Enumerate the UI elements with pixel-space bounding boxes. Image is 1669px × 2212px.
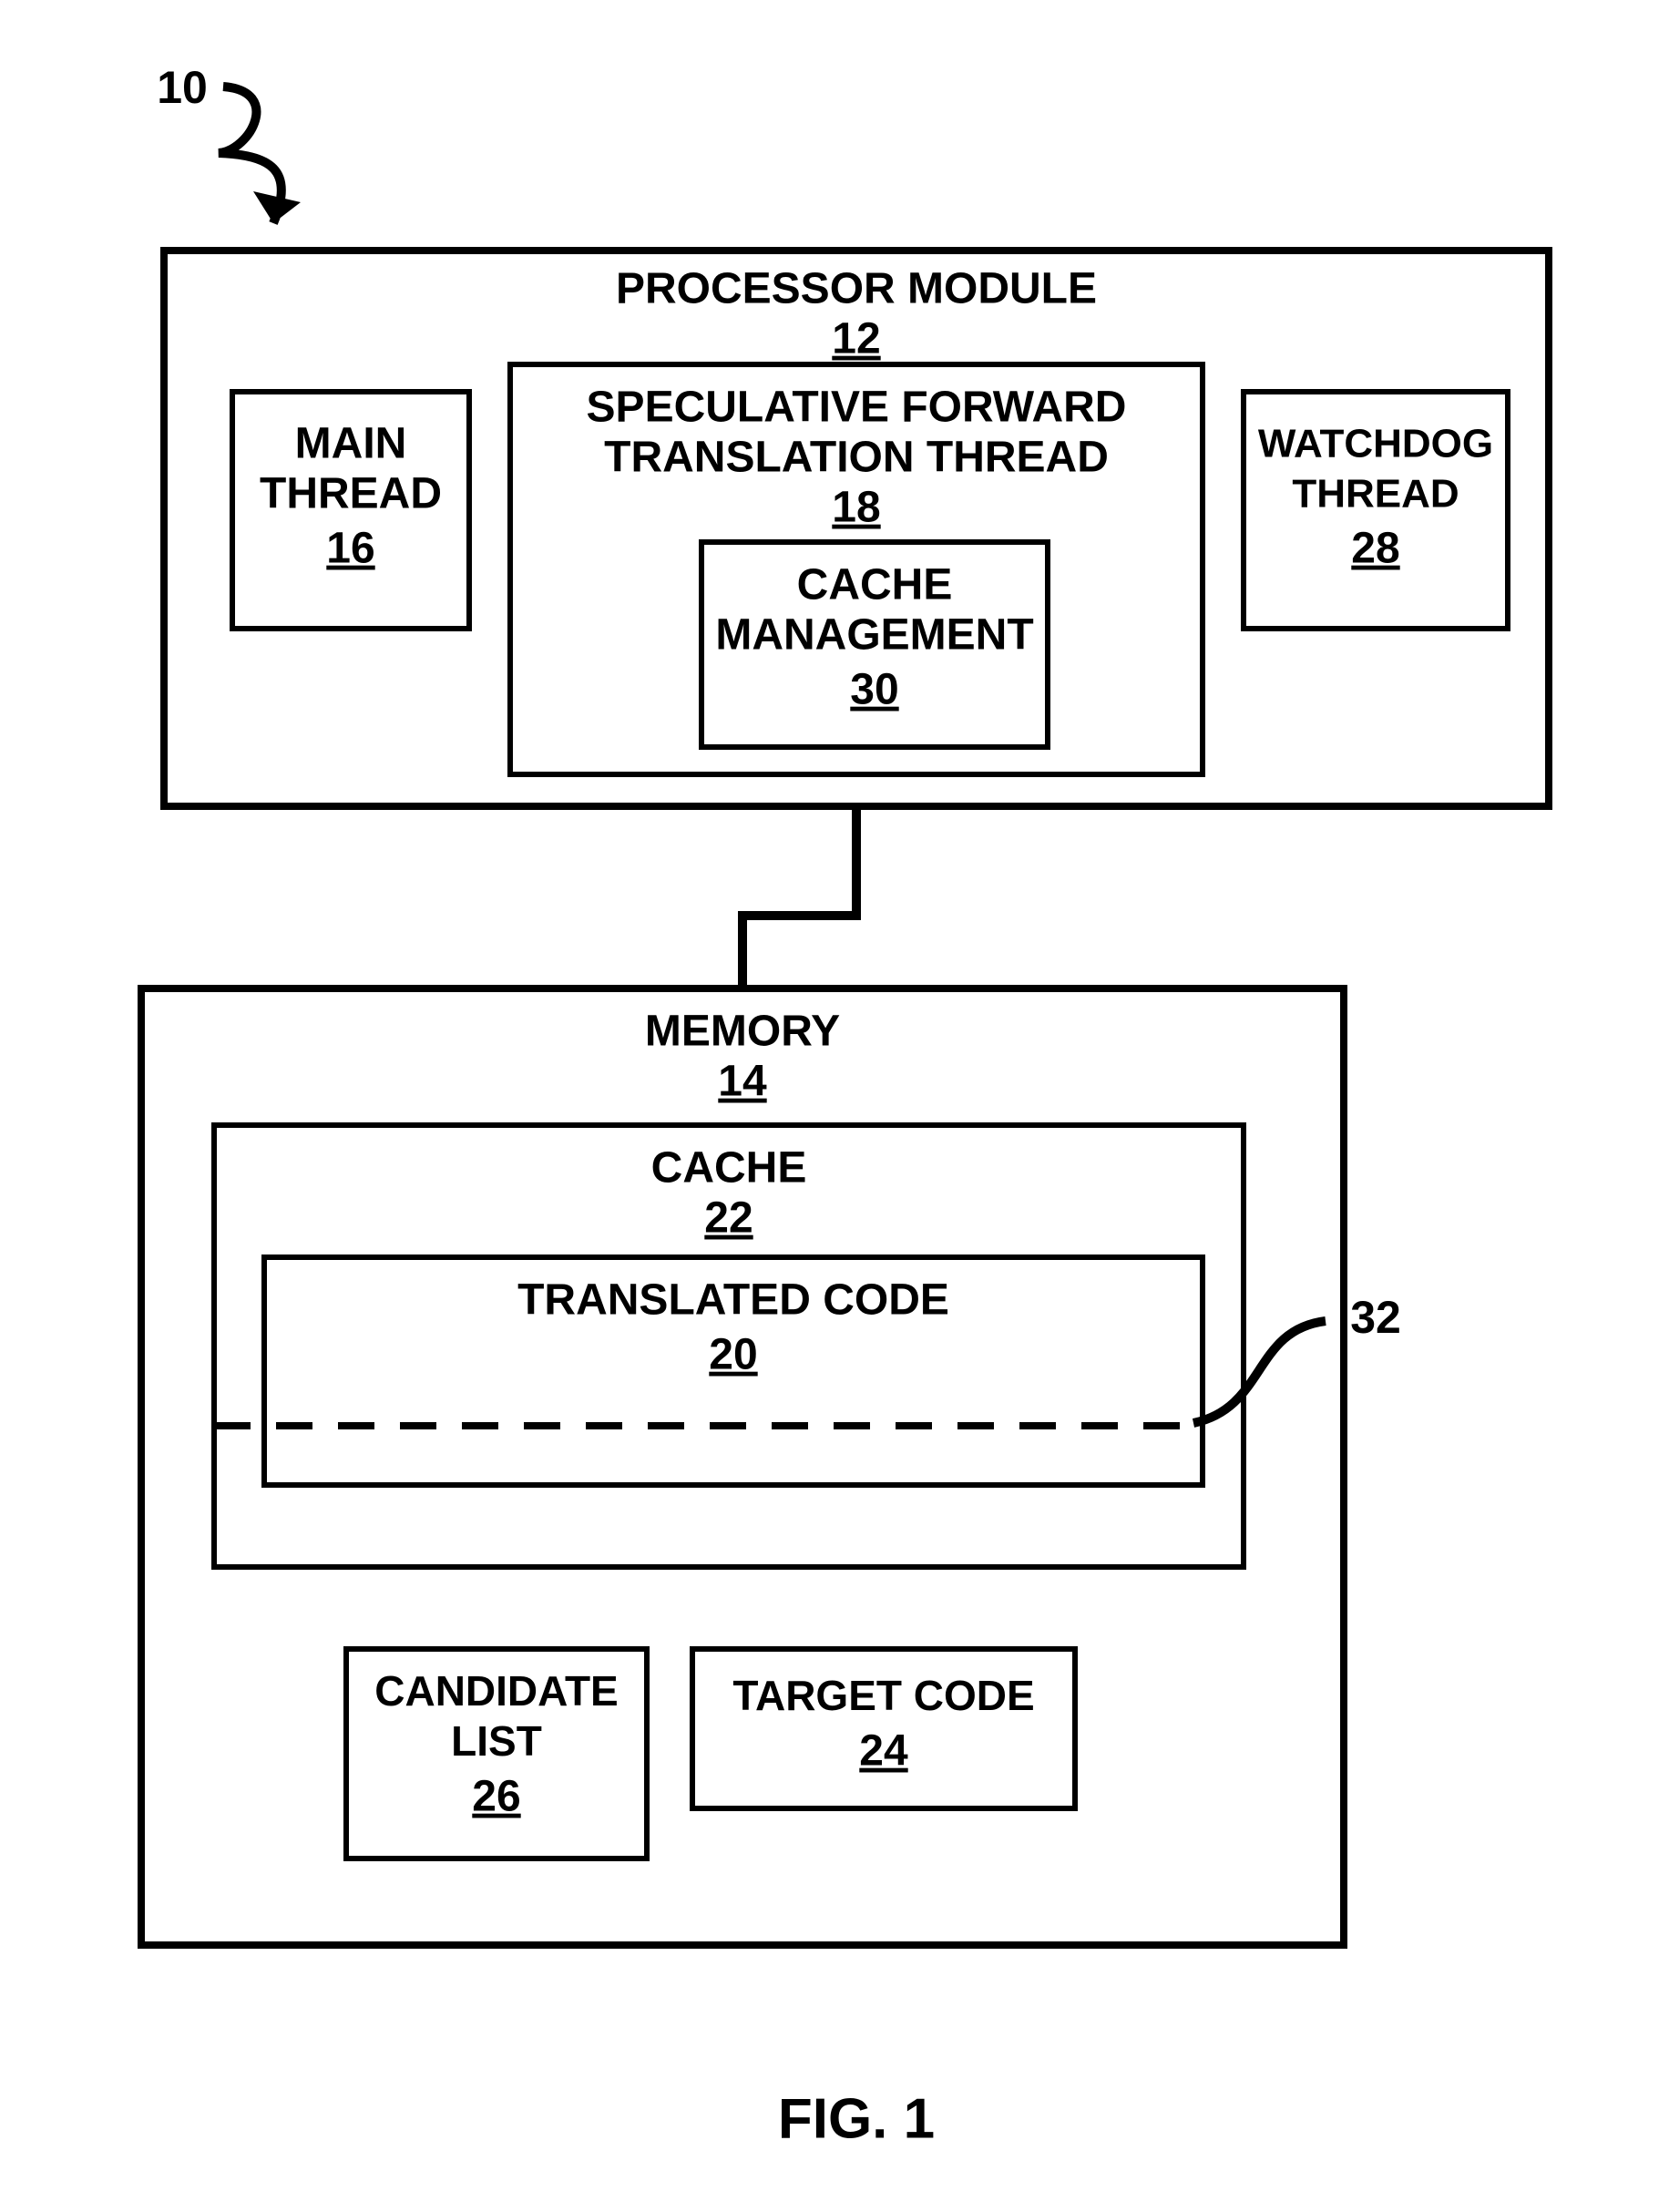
cache-mgmt-line1: CACHE bbox=[797, 561, 953, 609]
candidate-line2: LIST bbox=[451, 1717, 542, 1765]
watchdog-title1: WATCHDOG bbox=[1258, 422, 1493, 466]
main-thread-ref: 16 bbox=[326, 525, 374, 573]
memory-ref: 14 bbox=[718, 1058, 767, 1106]
cache-mgmt-ref: 30 bbox=[850, 666, 898, 714]
cache-title: CACHE bbox=[651, 1144, 807, 1193]
forward-thread-line1: SPECULATIVE FORWARD bbox=[587, 384, 1127, 432]
target-ref: 24 bbox=[859, 1727, 908, 1776]
processor-title: PROCESSOR MODULE bbox=[616, 265, 1097, 313]
diagram-root: 10 PROCESSOR MODULE 12 MAIN THREAD 16 SP… bbox=[0, 0, 1669, 2212]
processor-memory-connector bbox=[742, 806, 856, 988]
cache-mgmt-line2: MANAGEMENT bbox=[715, 611, 1033, 660]
memory-title: MEMORY bbox=[645, 1008, 840, 1056]
watchdog-title2: THREAD bbox=[1292, 472, 1459, 517]
translated-code-title: TRANSLATED CODE bbox=[517, 1276, 949, 1325]
ref-10: 10 bbox=[157, 62, 208, 113]
translated-code-ref: 20 bbox=[709, 1331, 757, 1379]
ref-32: 32 bbox=[1350, 1292, 1401, 1343]
figure-label: FIG. 1 bbox=[778, 2087, 935, 2150]
candidate-ref: 26 bbox=[472, 1773, 520, 1821]
forward-thread-line2: TRANSLATION THREAD bbox=[604, 434, 1109, 482]
cache-ref: 22 bbox=[704, 1194, 753, 1243]
main-thread-title1: MAIN bbox=[295, 420, 407, 468]
processor-ref: 12 bbox=[832, 315, 880, 364]
watchdog-ref: 28 bbox=[1351, 525, 1399, 573]
forward-thread-ref: 18 bbox=[832, 484, 880, 532]
target-line1: TARGET CODE bbox=[732, 1672, 1034, 1719]
candidate-line1: CANDIDATE bbox=[374, 1667, 618, 1715]
main-thread-title2: THREAD bbox=[260, 470, 442, 518]
